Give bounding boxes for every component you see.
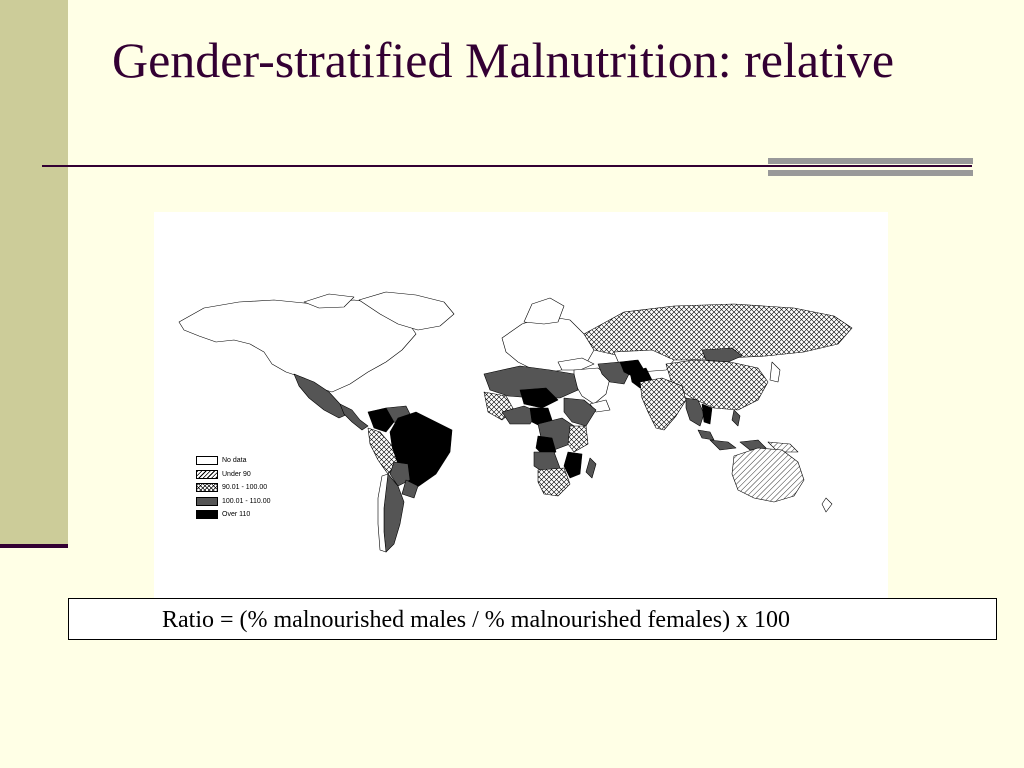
left-accent-bar: [0, 0, 68, 545]
region-east-africa: [567, 425, 589, 453]
region-mexico: [293, 373, 349, 419]
region-greenland: [358, 291, 455, 331]
region-indonesia-1: [709, 439, 737, 451]
region-north-africa: [483, 365, 579, 399]
map-legend: No data Under 90 90.01 - 100.00 100.01 -…: [196, 454, 271, 522]
left-accent-bar-rule: [0, 544, 68, 548]
legend-swatch-100-110: [196, 496, 218, 506]
region-myanmar-thailand: [685, 397, 705, 427]
region-turkey: [557, 357, 595, 371]
ratio-caption-box: Ratio = (% malnourished males / % malnou…: [68, 598, 997, 640]
slide-title: Gender-stratified Malnutrition: relative: [112, 32, 895, 88]
legend-label: 100.01 - 110.00: [222, 497, 271, 505]
legend-item-100-110: 100.01 - 110.00: [196, 495, 271, 509]
region-sahel: [519, 387, 559, 409]
ratio-caption: Ratio = (% malnourished males / % malnou…: [162, 607, 791, 633]
legend-label: Under 90: [222, 470, 251, 478]
region-chile: [377, 473, 389, 553]
region-colombia: [367, 407, 395, 433]
legend-item-under-90: Under 90: [196, 468, 271, 482]
region-bolivia: [389, 461, 411, 487]
region-japan: [769, 361, 781, 383]
title-underline: [42, 165, 972, 167]
region-australia: [731, 447, 805, 503]
region-india: [639, 377, 687, 431]
legend-item-no-data: No data: [196, 454, 271, 468]
region-paraguay: [401, 479, 419, 499]
legend-swatch-no-data: [196, 456, 218, 466]
legend-item-90-100: 90.01 - 100.00: [196, 481, 271, 495]
legend-swatch-90-100: [196, 483, 218, 493]
region-mongolia: [701, 347, 743, 363]
region-new-zealand: [821, 497, 833, 513]
legend-label: 90.01 - 100.00: [222, 484, 268, 492]
world-map: [178, 291, 853, 553]
region-mozambique: [563, 451, 583, 479]
region-argentina: [383, 473, 405, 553]
region-china: [665, 359, 769, 411]
region-scandinavia: [523, 297, 565, 325]
region-vietnam: [701, 403, 713, 425]
region-malaysia: [697, 429, 715, 441]
legend-label: No data: [222, 457, 247, 465]
region-madagascar: [585, 457, 597, 479]
region-indonesia-2: [739, 439, 767, 451]
region-arctic-islands: [303, 293, 355, 309]
region-southern-africa: [537, 467, 571, 497]
legend-item-over-110: Over 110: [196, 508, 271, 522]
legend-label: Over 110: [222, 511, 251, 519]
title-underline-accent: [768, 158, 973, 178]
world-map-panel: No data Under 90 90.01 - 100.00 100.01 -…: [154, 212, 888, 602]
legend-swatch-over-110: [196, 510, 218, 520]
legend-swatch-under-90: [196, 469, 218, 479]
region-philippines: [731, 409, 741, 427]
region-central-america: [339, 403, 369, 431]
